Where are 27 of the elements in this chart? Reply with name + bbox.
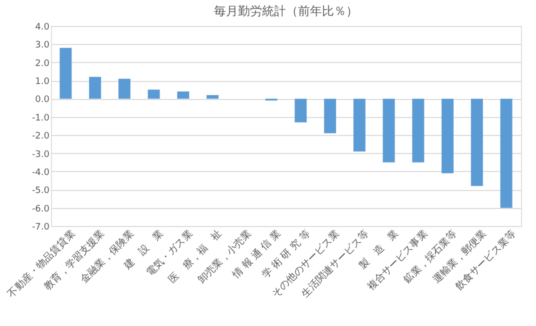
bar	[118, 78, 130, 99]
bar	[470, 98, 483, 186]
y-tick-label: -1.0	[32, 113, 50, 124]
bar	[412, 98, 424, 162]
bar	[60, 48, 72, 99]
bar	[353, 98, 366, 152]
bar	[382, 98, 395, 162]
y-tick-label: 3.0	[35, 40, 50, 51]
bar	[500, 98, 512, 208]
y-tick-label: -7.0	[32, 222, 50, 232]
bar	[442, 98, 454, 174]
y-tick-label: -4.0	[32, 168, 50, 178]
y-tick-label: -3.0	[32, 150, 50, 160]
y-tick-label: 1.0	[35, 77, 50, 88]
bar	[177, 91, 190, 99]
y-tick-label: 2.0	[35, 58, 50, 69]
bar	[324, 98, 336, 134]
y-tick-label: -5.0	[32, 186, 50, 196]
bar	[294, 98, 307, 122]
y-tick-label: -2.0	[32, 132, 50, 142]
y-tick-label: -6.0	[32, 204, 50, 214]
y-tick-label: 0.0	[35, 95, 50, 106]
bar	[206, 95, 219, 99]
bar	[89, 76, 102, 99]
bar	[148, 90, 160, 99]
chart-title: 毎月勤労統計（前年比％）	[214, 4, 358, 18]
y-tick-label: 4.0	[35, 22, 50, 32]
